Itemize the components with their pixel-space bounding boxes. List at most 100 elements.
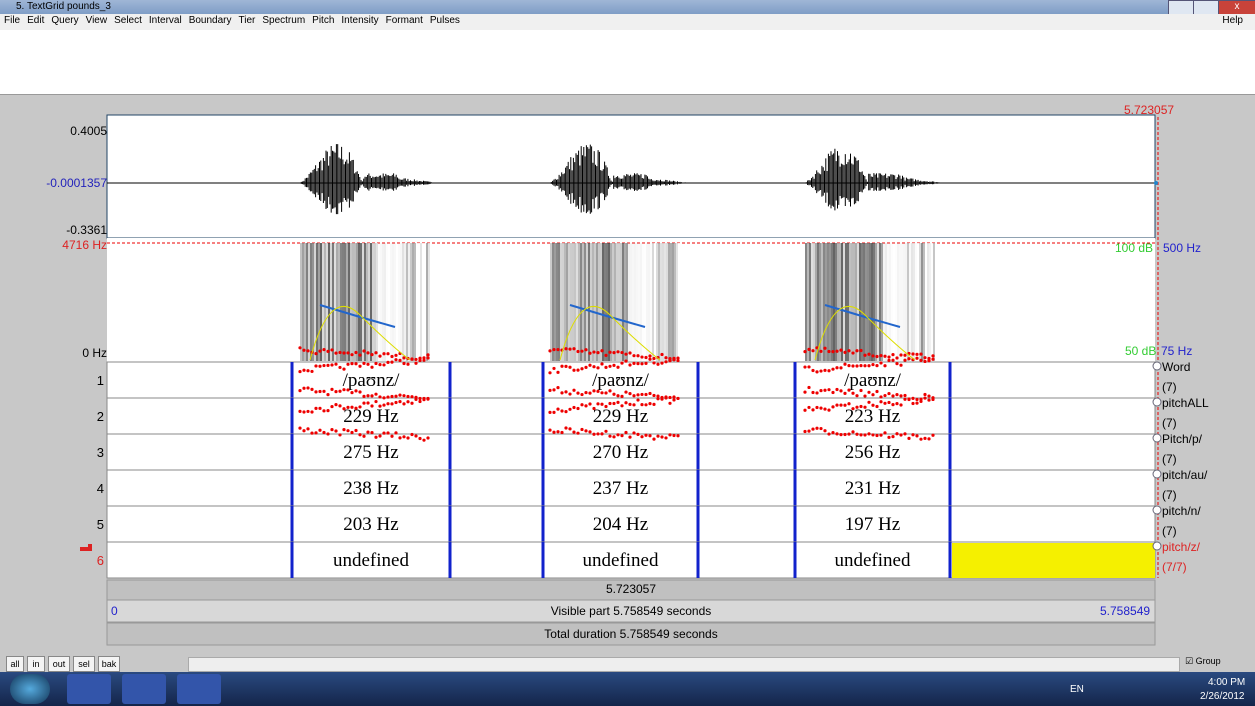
group-checkbox[interactable]: ☑ Group [1185,656,1221,666]
menu-item[interactable]: Pulses [429,15,460,26]
spectrogram-column [414,243,416,361]
spectrogram-column [913,243,915,361]
formant-point [640,435,644,439]
formant-point [915,397,919,402]
menu-item[interactable]: Formant [385,15,423,26]
formant-point [592,406,596,411]
start-button[interactable] [10,674,50,704]
formant-point [668,433,672,437]
formant-point [556,430,560,434]
praat-app[interactable] [122,674,166,704]
zoom-button[interactable]: out [48,656,70,672]
formant-point [394,394,398,398]
maximize[interactable] [1193,0,1219,15]
formant-point [871,354,875,358]
formant-point [887,391,891,396]
spectrogram-column [394,243,396,361]
spectrogram-column [869,243,871,361]
menu-item[interactable]: Query [51,15,79,26]
menu-item[interactable]: Pitch [312,15,335,26]
scrollbar[interactable] [188,657,1180,672]
formant-point [298,409,302,413]
spectrogram-column [386,243,388,361]
formant-point [314,406,318,410]
menu-item[interactable]: Select [114,15,142,26]
word-app[interactable] [177,674,221,704]
formant-point [871,362,875,367]
waveform-burst [300,144,440,215]
formant-point [556,347,560,352]
formant-point [879,353,883,358]
formant-point [883,401,887,405]
menu-item[interactable]: Spectrum [262,15,306,26]
formant-point [652,437,656,441]
formant-point [847,364,851,368]
menu-item[interactable]: Edit [27,15,45,26]
spectrogram-column [560,243,562,361]
formant-point [330,363,334,367]
menu-item[interactable]: Interval [148,15,182,26]
spectrogram-column [558,243,560,361]
menu-item[interactable]: File [4,15,21,26]
formant-point [346,405,350,410]
formant-point [374,392,378,396]
formant-point [378,363,382,367]
formant-point [402,435,406,439]
formant-point [338,350,342,355]
spectrogram-column [592,243,594,361]
chrome-app[interactable] [67,674,111,704]
spectrogram-column [829,243,831,361]
tier-count: (7/7) [1162,560,1187,574]
formant-point [859,364,863,368]
spectrogram-column [835,243,837,361]
spectrogram-column [903,243,905,361]
interval-text: 204 Hz [593,514,648,535]
spectrogram-column [314,243,316,361]
formant-point [672,398,676,402]
formant-point [927,394,931,398]
formant-point [656,362,660,366]
formant-point [835,366,839,370]
formant-point [620,350,624,355]
formant-point [572,388,576,392]
menu-item[interactable]: Intensity [341,15,379,26]
spectrogram-column [640,243,642,361]
spectrogram-column [895,243,897,361]
formant-point [931,357,935,361]
formant-point [374,361,378,366]
interval-text: 229 Hz [593,406,648,427]
formant-point [851,391,855,395]
zoom-button[interactable]: in [27,656,45,672]
spectrogram-column [807,243,809,361]
menu-item[interactable]: Boundary [188,15,232,26]
formant-point [656,397,660,401]
formant-point [306,409,310,414]
waveform-max: 0.4005 [70,124,107,138]
formant-point [326,393,330,397]
intensity-max: 100 dB [1115,241,1154,255]
spectrogram-column [416,243,418,361]
spectrogram-column [821,243,823,361]
formant-point [624,401,628,405]
menu-item[interactable]: View [85,15,108,26]
zoom-button[interactable]: sel [73,656,95,672]
formant-point [831,390,835,395]
formant-point [358,353,362,357]
tier-name: pitch/n/ [1162,504,1201,518]
formant-point [302,368,306,372]
formant-point [843,432,847,437]
formant-point [350,405,354,409]
minimize[interactable] [1168,0,1194,15]
zoom-button[interactable]: all [6,656,24,672]
spectrogram-column [897,243,899,361]
spectrogram-column [881,243,883,361]
menu-item[interactable]: Tier [238,15,256,26]
selected-tier-pointer [80,544,92,551]
formant-point [592,432,596,436]
close[interactable]: x [1218,0,1255,15]
zoom-button[interactable]: bak [98,656,120,672]
menu-help[interactable]: Help [1222,15,1243,26]
spectrogram-column [382,243,384,361]
formant-point [552,347,556,352]
spectrogram-column [853,243,855,361]
